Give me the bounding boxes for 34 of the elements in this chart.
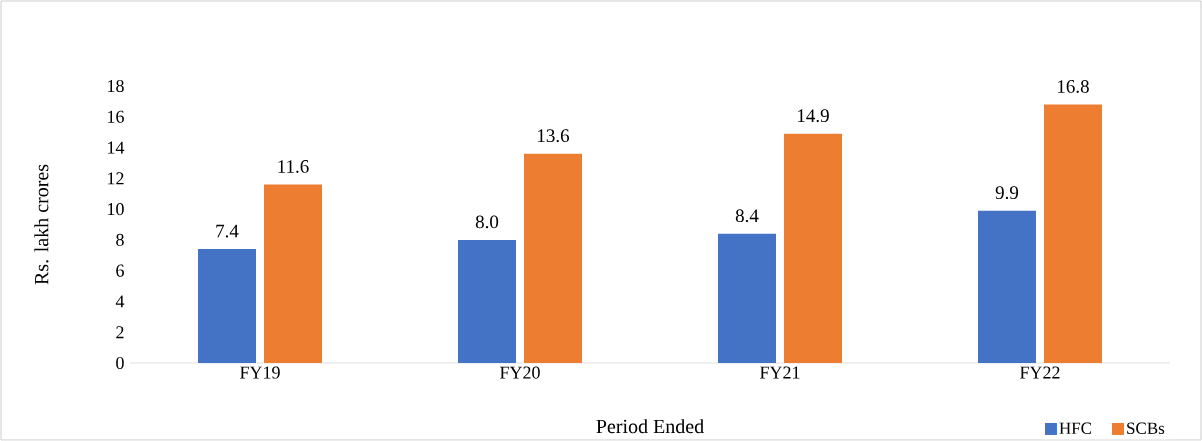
y-tick-label: 18 (108, 79, 124, 93)
bar (524, 153, 582, 363)
bar (783, 133, 842, 363)
data-label: 8.0 (475, 215, 499, 229)
x-tick-label: FY20 (500, 366, 540, 379)
y-tick-label: 14 (108, 141, 125, 154)
y-tick-label: 2 (116, 326, 124, 339)
y-tick-label: 10 (108, 203, 124, 216)
data-label: 9.9 (995, 186, 1019, 200)
x-tick-label: FY22 (1019, 366, 1060, 379)
y-tick-label: 0 (116, 356, 124, 370)
bar (458, 239, 516, 363)
data-label: 16.8 (1058, 80, 1089, 93)
x-tick-label: FY19 (240, 366, 280, 379)
bar (717, 233, 776, 363)
data-label: 11.6 (278, 160, 309, 173)
data-label: 8.4 (735, 209, 759, 223)
x-axis-title: Period Ended (596, 419, 704, 434)
x-tick-label: FY21 (760, 366, 800, 379)
y-tick-label: 16 (108, 110, 124, 123)
data-label: 7.4 (216, 224, 239, 238)
legend-label: SCBs (1127, 422, 1165, 435)
bar (198, 249, 257, 363)
bar (264, 184, 323, 363)
data-label: 13.6 (538, 129, 570, 143)
y-axis-title: Rs. lakh crores (34, 164, 49, 285)
bar (977, 210, 1036, 363)
y-tick-label: 12 (108, 172, 124, 185)
y-tick-label: 8 (116, 233, 124, 246)
legend-label: HFC (1059, 422, 1092, 435)
y-tick-label: 6 (116, 264, 124, 277)
data-label: 14.9 (798, 109, 829, 123)
y-tick-label: 4 (115, 295, 125, 308)
bar (1043, 104, 1102, 363)
